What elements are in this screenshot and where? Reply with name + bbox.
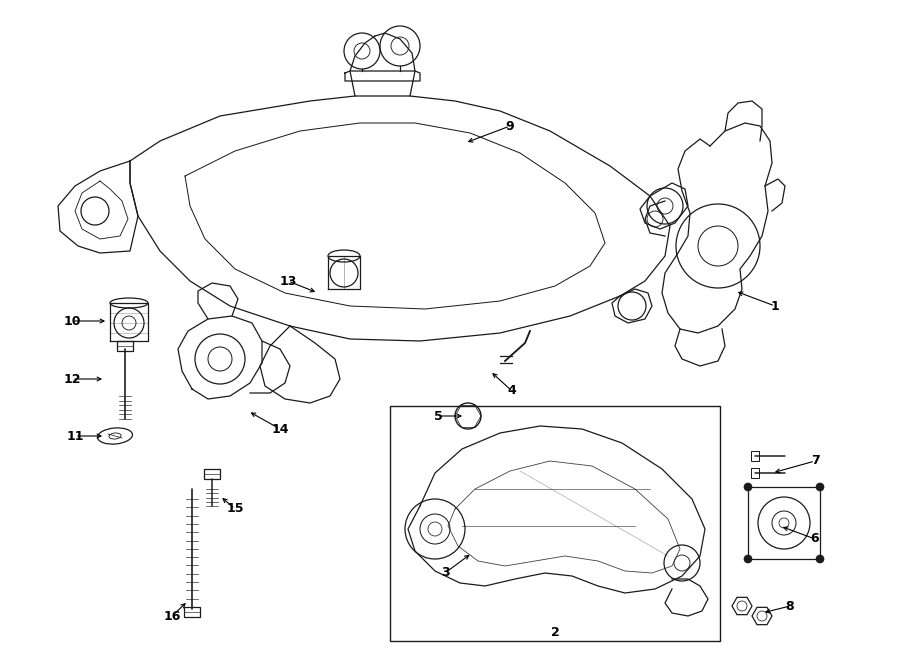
Circle shape — [816, 555, 824, 563]
Text: 8: 8 — [786, 600, 795, 613]
Bar — [748, 487, 820, 559]
Text: 6: 6 — [811, 533, 819, 545]
Bar — [751, 451, 759, 461]
Text: 16: 16 — [163, 609, 181, 623]
Text: 5: 5 — [434, 410, 443, 422]
Text: 9: 9 — [506, 120, 514, 132]
Text: 13: 13 — [279, 274, 297, 288]
Text: 11: 11 — [67, 430, 84, 442]
Text: 14: 14 — [271, 422, 289, 436]
Text: 12: 12 — [63, 373, 81, 385]
Text: 2: 2 — [551, 627, 560, 639]
Bar — [390, 406, 720, 641]
Text: 4: 4 — [508, 385, 517, 397]
Text: 7: 7 — [811, 455, 819, 467]
Text: 1: 1 — [770, 299, 779, 313]
Text: 15: 15 — [226, 502, 244, 516]
Bar — [117, 341, 133, 351]
Bar — [204, 469, 220, 479]
Bar — [751, 468, 759, 478]
Text: 10: 10 — [63, 315, 81, 327]
Circle shape — [744, 555, 752, 563]
Circle shape — [816, 483, 824, 491]
Text: 3: 3 — [441, 566, 449, 580]
Circle shape — [744, 483, 752, 491]
Bar — [184, 607, 200, 617]
